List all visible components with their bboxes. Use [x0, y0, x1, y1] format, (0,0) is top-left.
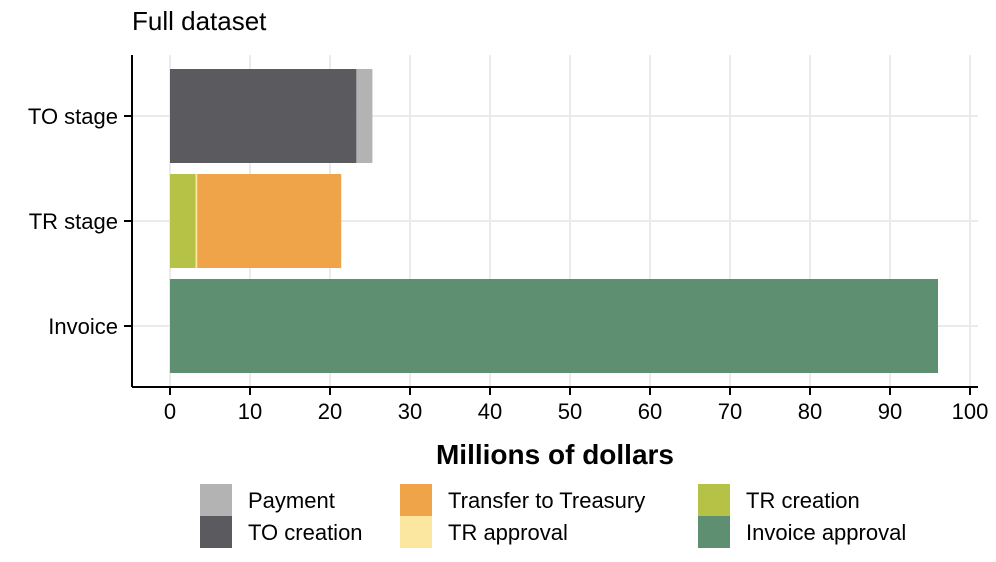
legend-label: TR approval [448, 520, 568, 545]
legend-item-to-creation: TO creation [200, 516, 363, 548]
legend-item-payment: Payment [200, 484, 335, 516]
x-axis: 0 10 20 30 40 50 60 70 80 90 100 [164, 387, 988, 424]
x-tick-label: 0 [164, 399, 176, 424]
legend-swatch [400, 484, 432, 516]
legend-item-tr-creation: TR creation [698, 484, 860, 516]
bar-tr-stage-transfer-to-treasury [197, 174, 342, 268]
x-tick-label: 60 [638, 399, 662, 424]
y-axis: TO stage TR stage Invoice [28, 104, 132, 339]
x-tick-label: 20 [318, 399, 342, 424]
legend-swatch [200, 484, 232, 516]
y-tick-label: TO stage [28, 104, 118, 129]
legend-item-invoice-approval: Invoice approval [698, 516, 906, 548]
legend-item-tr-approval: TR approval [400, 516, 568, 548]
x-tick-label: 90 [878, 399, 902, 424]
bar-tr-stage-tr-approval [195, 174, 198, 268]
y-tick-label: Invoice [48, 314, 118, 339]
legend-label: TR creation [746, 488, 860, 513]
x-tick-label: 80 [798, 399, 822, 424]
legend-swatch [200, 516, 232, 548]
bars [170, 69, 938, 373]
y-tick-label: TR stage [29, 209, 118, 234]
legend-label: TO creation [248, 520, 363, 545]
legend-swatch [698, 484, 730, 516]
bar-to-stage-payment [356, 69, 373, 163]
bar-to-stage-to-creation [170, 69, 357, 163]
x-tick-label: 70 [718, 399, 742, 424]
x-axis-title: Millions of dollars [436, 439, 674, 470]
legend-label: Transfer to Treasury [448, 488, 645, 513]
legend-swatch [698, 516, 730, 548]
bar-tr-stage-tr-creation [170, 174, 196, 268]
legend-label: Payment [248, 488, 335, 513]
x-tick-label: 40 [478, 399, 502, 424]
bar-invoice-invoice-approval [170, 279, 938, 373]
x-tick-label: 30 [398, 399, 422, 424]
x-tick-label: 10 [238, 399, 262, 424]
legend: Payment TO creation Transfer to Treasury TR… [200, 484, 906, 548]
legend-swatch [400, 516, 432, 548]
chart-title: Full dataset [132, 6, 267, 36]
legend-label: Invoice approval [746, 520, 906, 545]
legend-item-transfer-to-treasury: Transfer to Treasury [400, 484, 645, 516]
x-tick-label: 100 [952, 399, 989, 424]
x-tick-label: 50 [558, 399, 582, 424]
